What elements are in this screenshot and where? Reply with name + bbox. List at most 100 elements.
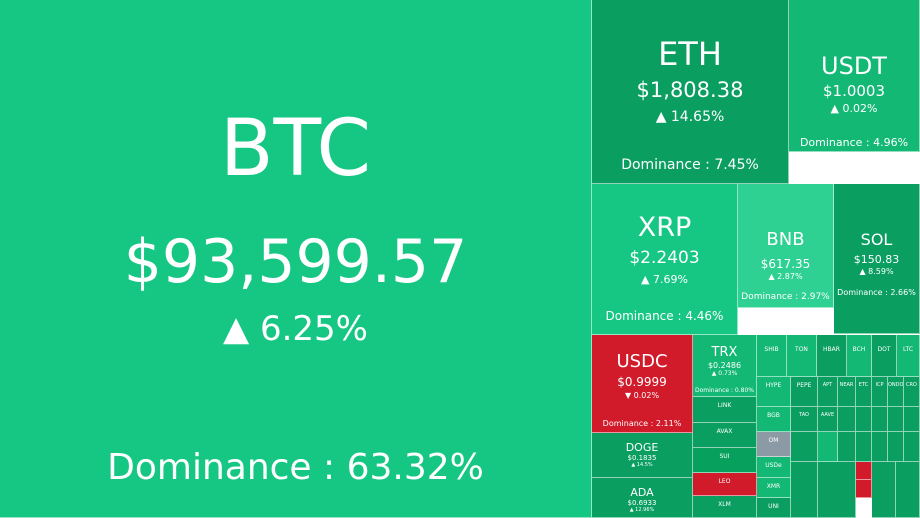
tile-symbol: ADA xyxy=(630,486,654,499)
tile-aave[interactable]: AAVE xyxy=(818,407,838,432)
tile-ton[interactable]: TON xyxy=(787,335,817,377)
tile-coin-40[interactable] xyxy=(904,407,920,432)
tile-coin-49[interactable] xyxy=(904,432,920,462)
tile-symbol: XLM xyxy=(718,501,731,508)
tile-ada[interactable]: ADA $0.6933 ▲ 12.96% xyxy=(592,478,693,518)
tile-symbol: TRX xyxy=(711,345,738,360)
tile-avax[interactable]: AVAX xyxy=(693,423,757,448)
tile-symbol: DOT xyxy=(877,346,891,353)
tile-coin-47[interactable] xyxy=(888,432,904,462)
tile-near[interactable]: NEAR xyxy=(838,377,856,407)
tile-hype[interactable]: HYPE xyxy=(757,377,791,407)
tile-symbol: AAVE xyxy=(820,412,835,418)
tile-xlm[interactable]: XLM xyxy=(693,496,757,518)
tile-cro[interactable]: CRO xyxy=(904,377,920,407)
tile-symbol: LINK xyxy=(717,402,732,409)
tile-dominance: Dominance : 4.46% xyxy=(605,309,724,323)
tile-doge[interactable]: DOGE $0.1835 ▲ 14.5% xyxy=(592,433,693,478)
tile-shib[interactable]: SHIB xyxy=(757,335,787,377)
tile-change: ▲ 2.87% xyxy=(768,272,803,281)
tile-dominance: Dominance : 2.66% xyxy=(837,288,916,297)
tile-leo[interactable]: LEO xyxy=(693,473,757,496)
tile-apt[interactable]: APT xyxy=(818,377,838,407)
tile-coin-48[interactable] xyxy=(856,480,872,498)
tile-pepe[interactable]: PEPE xyxy=(791,377,818,407)
tile-coin-44[interactable] xyxy=(856,432,872,462)
tile-symbol: TAO xyxy=(799,412,809,418)
tile-coin-46[interactable] xyxy=(872,432,888,462)
tile-symbol: BGB xyxy=(767,412,780,419)
tile-symbol: BTC xyxy=(219,104,372,194)
tile-symbol: HYPE xyxy=(765,382,782,389)
tile-dot[interactable]: DOT xyxy=(872,335,897,377)
tile-coin-39[interactable] xyxy=(888,407,904,432)
tile-symbol: SUI xyxy=(719,453,730,460)
tile-btc[interactable]: BTC $93,599.57 ▲ 6.25% Dominance : 63.32% xyxy=(0,0,592,518)
tile-coin-53[interactable] xyxy=(896,462,920,518)
tile-change: ▼ 0.02% xyxy=(624,391,660,400)
tile-tao[interactable]: TAO xyxy=(791,407,818,432)
tile-symbol: APT xyxy=(822,382,833,388)
tile-uni[interactable]: UNI xyxy=(757,498,791,518)
tile-symbol: ICP xyxy=(875,382,884,388)
tile-hbar[interactable]: HBAR xyxy=(817,335,847,377)
tile-change: ▲ 12.96% xyxy=(629,507,655,513)
tile-trx[interactable]: TRX $0.2486 ▲ 0.73% Dominance : 0.80% xyxy=(693,335,757,397)
tile-symbol: SHIB xyxy=(764,346,779,353)
tile-price: $1.0003 xyxy=(822,82,886,100)
tile-coin-52[interactable] xyxy=(872,462,896,518)
tile-coin-36[interactable] xyxy=(838,407,856,432)
tile-usdc[interactable]: USDC $0.9999 ▼ 0.02% Dominance : 2.11% xyxy=(592,335,693,433)
tile-price: $0.2486 xyxy=(707,361,742,370)
tile-symbol: PEPE xyxy=(796,382,812,389)
tile-dominance: Dominance : 2.11% xyxy=(602,419,682,428)
tile-bch[interactable]: BCH xyxy=(847,335,872,377)
tile-price: $1,808.38 xyxy=(636,78,744,102)
tile-coin-38[interactable] xyxy=(872,407,888,432)
tile-coin-37[interactable] xyxy=(856,407,872,432)
tile-change: ▲ 6.25% xyxy=(223,309,368,349)
tile-coin-45[interactable] xyxy=(856,462,872,480)
tile-om[interactable]: OM xyxy=(757,432,791,457)
tile-price: $2.2403 xyxy=(629,248,700,268)
tile-symbol: ETH xyxy=(658,35,722,73)
tile-eth[interactable]: ETH $1,808.38 ▲ 14.65% Dominance : 7.45% xyxy=(592,0,789,184)
tile-dominance: Dominance : 4.96% xyxy=(799,136,909,149)
tile-coin-43[interactable] xyxy=(838,432,856,462)
tile-bnb[interactable]: BNB $617.35 ▲ 2.87% Dominance : 2.97% xyxy=(738,184,834,308)
tile-ondo[interactable]: ONDO xyxy=(888,377,904,407)
tile-coin-50[interactable] xyxy=(791,462,818,518)
tile-sui[interactable]: SUI xyxy=(693,448,757,473)
tile-coin-51[interactable] xyxy=(818,462,856,518)
tile-ltc[interactable]: LTC xyxy=(897,335,920,377)
tile-symbol: LTC xyxy=(902,346,914,353)
tile-symbol: XRP xyxy=(637,212,692,243)
tile-coin-42[interactable] xyxy=(818,432,838,462)
tile-coin-41[interactable] xyxy=(791,432,818,462)
tile-link[interactable]: LINK xyxy=(693,397,757,423)
tile-change: ▲ 0.73% xyxy=(711,370,738,377)
tile-symbol: CRO xyxy=(906,382,917,388)
tile-icp[interactable]: ICP xyxy=(872,377,888,407)
tile-usde[interactable]: USDe xyxy=(757,457,791,478)
tile-price: $0.6933 xyxy=(627,499,657,507)
tile-symbol: NEAR xyxy=(839,382,854,388)
tile-symbol: USDe xyxy=(765,462,782,469)
tile-symbol: LEO xyxy=(718,478,731,485)
tile-price: $93,599.57 xyxy=(123,227,468,297)
tile-bgb[interactable]: BGB xyxy=(757,407,791,432)
tile-dominance: Dominance : 63.32% xyxy=(107,447,484,488)
tile-xmr[interactable]: XMR xyxy=(757,478,791,498)
tile-etc[interactable]: ETC xyxy=(856,377,872,407)
tile-price: $0.1835 xyxy=(627,454,657,462)
tile-change: ▲ 0.02% xyxy=(830,102,878,115)
tile-symbol: AVAX xyxy=(716,428,733,435)
tile-symbol: USDT xyxy=(821,52,887,80)
tile-symbol: HBAR xyxy=(823,346,840,353)
tile-xrp[interactable]: XRP $2.2403 ▲ 7.69% Dominance : 4.46% xyxy=(592,184,738,335)
tile-sol[interactable]: SOL $150.83 ▲ 8.59% Dominance : 2.66% xyxy=(834,184,920,334)
tile-symbol: USDC xyxy=(616,351,668,372)
tile-symbol: UNI xyxy=(768,503,779,510)
tile-usdt[interactable]: USDT $1.0003 ▲ 0.02% Dominance : 4.96% xyxy=(789,0,920,152)
